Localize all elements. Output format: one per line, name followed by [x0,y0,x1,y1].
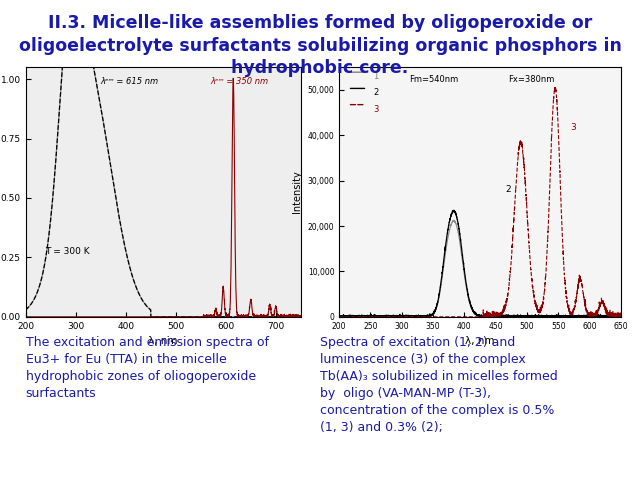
X-axis label: λ, nm: λ, nm [465,336,495,346]
Text: 2: 2 [506,185,511,194]
Text: Fx=380nm: Fx=380nm [508,75,554,84]
Text: λᵉᵐ = 615 nm: λᵉᵐ = 615 nm [100,77,158,86]
Text: II.3. Micelle-like assemblies formed by oligoperoxide or
oligoelectrolyte surfac: II.3. Micelle-like assemblies formed by … [19,14,621,77]
Text: Fm=540nm: Fm=540nm [410,75,459,84]
Text: 2: 2 [373,88,378,97]
Text: T = 300 K: T = 300 K [45,247,90,256]
Text: The excitation and emission spectra of
Eu3+ for Eu (TTA) in the micelle
hydropho: The excitation and emission spectra of E… [26,336,269,400]
Text: 3: 3 [570,122,576,132]
Y-axis label: Intensity: Intensity [292,170,302,214]
Text: Spectra of excitation (1, 2) and
luminescence (3) of the complex
Tb(AA)₃ solubil: Spectra of excitation (1, 2) and lumines… [320,336,557,434]
Text: λᵉᵐ = 350 nm: λᵉᵐ = 350 nm [210,77,268,86]
Text: 3: 3 [373,105,378,114]
X-axis label: λ, nm: λ, nm [148,336,178,346]
Text: 1: 1 [373,72,378,81]
